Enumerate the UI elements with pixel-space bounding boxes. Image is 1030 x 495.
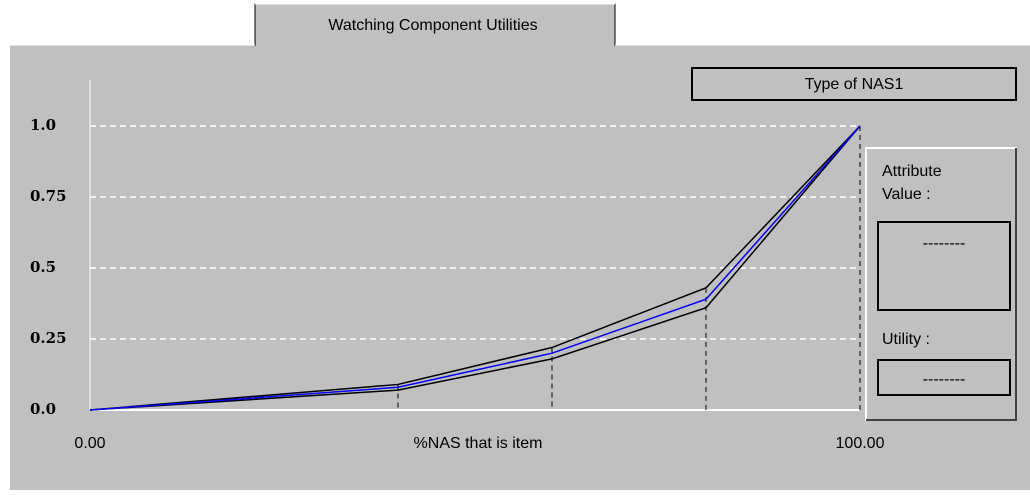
utility-line xyxy=(89,125,861,411)
y-tick-label: 1.0 xyxy=(30,116,56,134)
x-tick-label: 100.00 xyxy=(836,435,885,452)
tab-label[interactable]: Watching Component Utilities xyxy=(328,17,537,34)
attribute-value-box xyxy=(877,221,1011,311)
x-tick-label: 0.00 xyxy=(74,435,105,452)
utility-value-box xyxy=(877,359,1011,396)
attribute-label: Attribute Value : xyxy=(882,163,942,203)
attribute-box xyxy=(691,67,1017,101)
utility-value: -------- xyxy=(923,371,966,388)
y-tick-label: 0.0 xyxy=(30,400,56,418)
attribute-title: Type of NAS1 xyxy=(805,76,904,93)
utility-line xyxy=(89,125,861,411)
utility-line xyxy=(89,125,861,411)
y-tick-label: 0.25 xyxy=(30,329,67,347)
y-tick-label: 0.5 xyxy=(30,258,56,276)
y-tick-label: 0.75 xyxy=(30,187,67,205)
utility-label: Utility : xyxy=(882,331,930,348)
x-axis-label: %NAS that is item xyxy=(414,435,543,452)
attribute-value: -------- xyxy=(923,235,966,252)
side-panel-shadow xyxy=(866,148,1017,421)
